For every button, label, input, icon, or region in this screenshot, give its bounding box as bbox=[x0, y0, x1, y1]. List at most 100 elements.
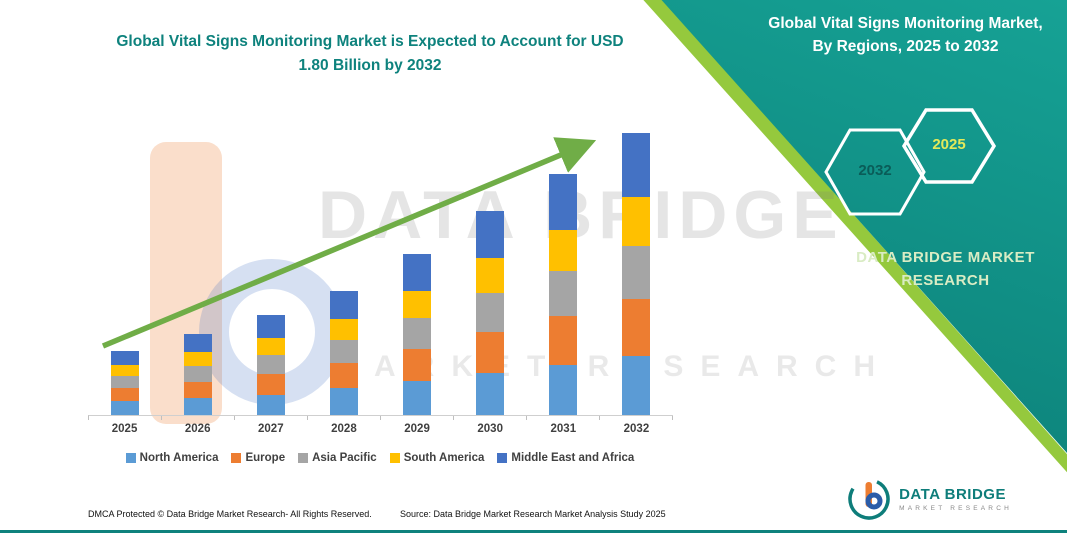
bar-segment-north-america bbox=[183, 397, 212, 415]
bar-segment-middle-east-and-africa bbox=[622, 133, 651, 198]
x-axis-label: 2026 bbox=[184, 423, 211, 435]
hexagon-2025 bbox=[901, 108, 997, 184]
logo: DATA BRIDGE MARKET RESEARCH bbox=[847, 477, 1012, 521]
bar-column bbox=[527, 173, 600, 415]
bar-segment-europe bbox=[622, 299, 651, 356]
hexagon-2032 bbox=[824, 128, 926, 216]
trend-arrow bbox=[101, 137, 597, 349]
logo-icon bbox=[848, 478, 890, 520]
legend-label: Middle East and Africa bbox=[511, 452, 635, 464]
bar-segment-asia-pacific bbox=[110, 375, 139, 389]
legend-label: Asia Pacific bbox=[312, 452, 377, 464]
bar-segment-europe bbox=[476, 332, 505, 373]
axis-tick bbox=[89, 416, 162, 420]
x-axis-label: 2029 bbox=[404, 423, 430, 435]
bar-stack bbox=[549, 173, 578, 415]
bar-segment-middle-east-and-africa bbox=[549, 173, 578, 231]
bar-segment-south-america bbox=[329, 319, 358, 340]
bar-stack bbox=[329, 291, 358, 415]
legend: North America Europe Asia Pacific South Ame… bbox=[80, 452, 680, 464]
bar-segment-north-america bbox=[549, 364, 578, 415]
bar-segment-europe bbox=[403, 349, 432, 381]
x-axis-label: 2028 bbox=[331, 423, 357, 435]
legend-label: North America bbox=[139, 452, 219, 464]
bar-column bbox=[161, 333, 234, 415]
bottom-rule bbox=[0, 530, 1067, 533]
bar-segment-south-america bbox=[476, 258, 505, 293]
legend-swatch bbox=[125, 453, 136, 463]
x-axis-labels: 2025 2026 2027 2028 2029 2030 2031 2032 bbox=[88, 423, 673, 435]
bar-segment-asia-pacific bbox=[183, 366, 212, 383]
hexagons bbox=[824, 108, 997, 216]
bar-segment-asia-pacific bbox=[476, 292, 505, 333]
legend-label: Europe bbox=[245, 452, 286, 464]
chart-title: Global Vital Signs Monitoring Market is … bbox=[116, 33, 624, 75]
bar-stack bbox=[476, 211, 505, 415]
hexagon-2032-label: 2032 bbox=[858, 162, 892, 179]
bar-segment-middle-east-and-africa bbox=[183, 333, 212, 353]
bar-segment-europe bbox=[256, 374, 285, 395]
legend-swatch bbox=[231, 453, 242, 463]
axis-tick bbox=[600, 416, 673, 420]
bar-segment-europe bbox=[110, 388, 139, 401]
footer-dmca: DMCA Protected © Data Bridge Market Rese… bbox=[88, 509, 372, 519]
bar-segment-north-america bbox=[403, 380, 432, 415]
legend-item: Middle East and Africa bbox=[497, 452, 634, 464]
legend-item: Asia Pacific bbox=[298, 452, 377, 464]
logo-subtitle: MARKET RESEARCH bbox=[899, 505, 1012, 512]
logo-name: DATA BRIDGE bbox=[899, 486, 1006, 503]
bar-segment-south-america bbox=[256, 338, 285, 356]
chart: 2025 2026 2027 2028 2029 2030 2031 2032 bbox=[88, 127, 673, 435]
bar-segment-europe bbox=[183, 382, 212, 398]
bar-column bbox=[307, 291, 380, 415]
bar-segment-south-america bbox=[183, 352, 212, 367]
bar-segment-south-america bbox=[403, 291, 432, 318]
plot-area bbox=[88, 127, 673, 415]
bar-segment-south-america bbox=[622, 197, 651, 246]
bar-stack bbox=[622, 133, 651, 415]
bar-stack bbox=[110, 350, 139, 415]
bar-column bbox=[234, 314, 307, 415]
x-axis-label: 2031 bbox=[550, 423, 577, 435]
axis-tick bbox=[162, 416, 235, 420]
band-brand-text: DATA BRIDGE MARKET RESEARCH bbox=[856, 249, 1035, 290]
bar-segment-europe bbox=[329, 363, 358, 389]
bar-column bbox=[454, 211, 527, 415]
legend-item: Europe bbox=[231, 452, 285, 464]
x-axis-label: 2032 bbox=[623, 423, 650, 435]
bar-segment-middle-east-and-africa bbox=[256, 314, 285, 339]
axis-tick bbox=[454, 416, 527, 420]
bar-column bbox=[381, 253, 454, 415]
bar-segment-north-america bbox=[110, 400, 139, 415]
axis-tick bbox=[308, 416, 381, 420]
x-axis-label: 2030 bbox=[477, 423, 503, 435]
bar-stack bbox=[256, 314, 285, 415]
bar-segment-middle-east-and-africa bbox=[110, 350, 139, 365]
bar-segment-north-america bbox=[256, 394, 285, 415]
bar-segment-asia-pacific bbox=[549, 270, 578, 317]
bar-segment-middle-east-and-africa bbox=[476, 211, 505, 259]
bar-segment-north-america bbox=[329, 388, 358, 415]
axis-tick bbox=[235, 416, 308, 420]
bar-segment-asia-pacific bbox=[329, 339, 358, 364]
footer-source: Source: Data Bridge Market Research Mark… bbox=[400, 509, 666, 519]
bar-segment-europe bbox=[549, 316, 578, 365]
legend-swatch bbox=[389, 453, 400, 463]
axis-ticks bbox=[88, 415, 673, 420]
legend-item: North America bbox=[125, 452, 219, 464]
legend-label: South America bbox=[403, 452, 485, 464]
bar-segment-middle-east-and-africa bbox=[329, 291, 358, 320]
logo-text: DATA BRIDGE MARKET RESEARCH bbox=[899, 486, 1012, 512]
bar-column bbox=[88, 350, 161, 415]
bar-segment-north-america bbox=[476, 372, 505, 415]
bar-segment-south-america bbox=[110, 364, 139, 376]
band-title: Global Vital Signs Monitoring Market, By… bbox=[768, 15, 1043, 56]
legend-swatch bbox=[497, 453, 508, 463]
watermark-title: DATA BRIDGE bbox=[318, 177, 844, 253]
x-axis-label: 2025 bbox=[111, 423, 138, 435]
bar-segment-south-america bbox=[549, 230, 578, 271]
x-axis-label: 2027 bbox=[258, 423, 284, 435]
hexagon-2025-label: 2025 bbox=[932, 136, 966, 153]
legend-item: South America bbox=[389, 452, 485, 464]
